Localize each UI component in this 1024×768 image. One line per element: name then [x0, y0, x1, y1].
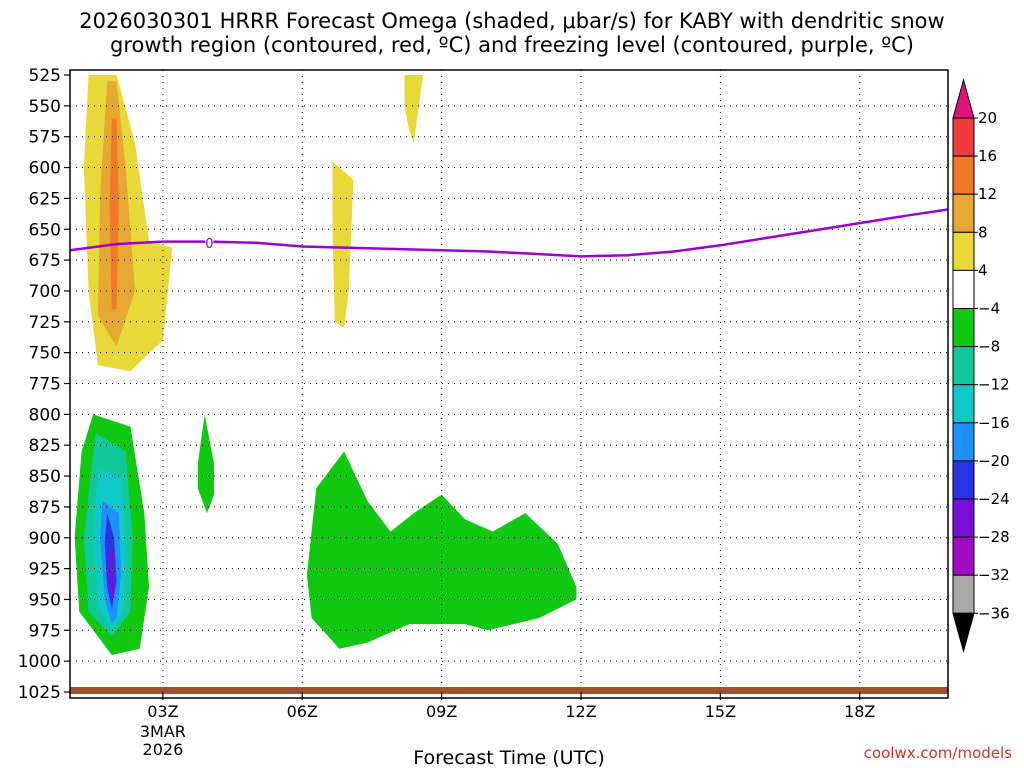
colorbar-swatch-4: [952, 231, 975, 271]
colorbar: 20 16 12 8 4 −4 −8 −12 −16 −20 −24 −28 −32 −36: [952, 78, 1010, 654]
chart-title-line-1: 2026030301 HRRR Forecast Omega (shaded, …: [79, 9, 945, 33]
chart-title-line-2: growth region (contoured, red, ºC) and f…: [110, 33, 914, 57]
y-tick-label-10: 775: [29, 375, 61, 395]
x-tick-label-5: 18Z: [844, 702, 875, 721]
omega-region-2: [109, 118, 119, 310]
y-tick-label-1: 550: [29, 97, 61, 117]
x-tick-label-1: 06Z: [287, 702, 318, 721]
y-tick-label-19: 1000: [18, 652, 61, 672]
colorbar-label-5: −4: [978, 300, 1000, 318]
ground-surface: [70, 687, 948, 694]
colorbar-swatch-11: [952, 498, 975, 538]
colorbar-label-12: −32: [978, 566, 1010, 584]
y-tick-label-0: 525: [29, 66, 61, 86]
colorbar-swatch-13: [952, 574, 975, 614]
y-tick-label-8: 725: [29, 313, 61, 333]
y-tick-label-16: 925: [29, 560, 61, 580]
colorbar-label-6: −8: [978, 338, 1000, 356]
colorbar-cap-bottom: [952, 612, 975, 654]
y-tick-label-20: 1025: [18, 683, 61, 703]
site-credit: coolwx.com/models: [864, 744, 1012, 762]
colorbar-cap-top: [952, 78, 975, 119]
colorbar-swatch-10: [952, 460, 975, 500]
y-tick-label-15: 900: [29, 529, 61, 549]
x-axis-label: Forecast Time (UTC): [413, 747, 604, 768]
colorbar-label-7: −12: [978, 376, 1010, 394]
colorbar-label-4: 4: [978, 261, 988, 279]
colorbar-label-0: 20: [978, 109, 997, 127]
freezing-level-label: 0: [205, 237, 213, 252]
x-year-label: 2026: [143, 740, 184, 759]
y-tick-label-3: 600: [29, 159, 61, 179]
colorbar-label-3: 8: [978, 223, 988, 241]
x-tick-label-4: 15Z: [705, 702, 736, 721]
y-tick-label-9: 750: [29, 344, 61, 364]
colorbar-swatch-12: [952, 536, 975, 576]
colorbar-swatch-8: [952, 384, 975, 424]
y-tick-label-2: 575: [29, 128, 61, 148]
x-tick-label-2: 09Z: [426, 702, 457, 721]
y-tick-label-13: 850: [29, 467, 61, 487]
y-tick-label-11: 800: [29, 405, 61, 425]
y-tick-label-17: 950: [29, 590, 61, 610]
omega-region-3: [332, 161, 354, 328]
colorbar-label-8: −16: [978, 414, 1010, 432]
x-tick-label-3: 12Z: [565, 702, 596, 721]
y-tick-label-12: 825: [29, 436, 61, 456]
colorbar-label-1: 16: [978, 147, 997, 165]
x-date-label: 3MAR: [140, 722, 186, 741]
y-tick-label-5: 650: [29, 220, 61, 240]
freezing-level-line: [70, 208, 948, 258]
x-tick-label-0: 03Z: [147, 702, 178, 721]
colorbar-swatch-6: [952, 308, 975, 348]
colorbar-label-9: −20: [978, 452, 1010, 470]
colorbar-swatch-3: [952, 193, 975, 233]
y-tick-label-14: 875: [29, 498, 61, 518]
colorbar-swatch-5: [952, 269, 975, 309]
colorbar-label-2: 12: [978, 185, 997, 203]
freezing-label-bg: [205, 235, 214, 249]
freezing-level-layer: 0: [70, 208, 948, 258]
y-axis: 525 550 575 600 625 650 675 700 725 750 775 800 825 8…: [18, 66, 70, 703]
grid-lines: [70, 70, 948, 698]
colorbar-swatch-2: [952, 155, 975, 195]
y-tick-label-7: 700: [29, 282, 61, 302]
colorbar-swatch-1: [952, 117, 975, 157]
colorbar-label-11: −28: [978, 528, 1010, 546]
y-tick-label-6: 675: [29, 251, 61, 271]
colorbar-label-13: −36: [978, 604, 1010, 622]
omega-region-11: [197, 414, 214, 514]
omega-region-10: [108, 543, 115, 600]
colorbar-swatch-9: [952, 422, 975, 462]
omega-region-4: [404, 75, 424, 143]
colorbar-label-10: −24: [978, 490, 1010, 508]
y-tick-label-18: 975: [29, 621, 61, 641]
colorbar-swatch-7: [952, 346, 975, 386]
y-tick-label-4: 625: [29, 189, 61, 209]
